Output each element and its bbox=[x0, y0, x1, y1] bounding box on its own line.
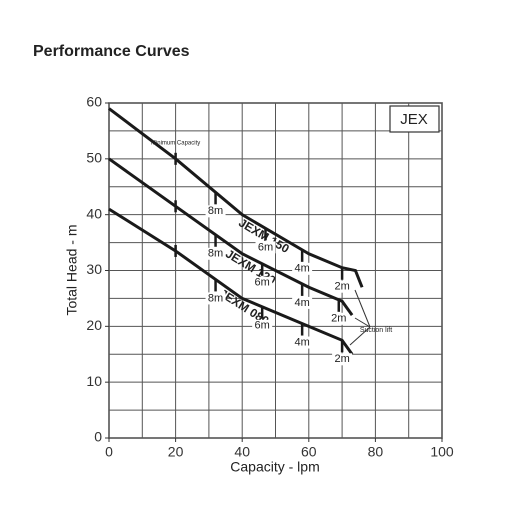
y-tick-label: 40 bbox=[86, 205, 102, 221]
model-box bbox=[389, 105, 440, 133]
lift-label-bg bbox=[292, 296, 313, 309]
lift-label-bg bbox=[332, 280, 353, 293]
x-tick-label: 40 bbox=[234, 444, 250, 460]
lift-label: 2m bbox=[331, 313, 346, 325]
y-tick-label: 20 bbox=[86, 317, 102, 333]
x-axis-label: Capacity - lpm bbox=[230, 459, 319, 475]
suction-lift-arrow bbox=[349, 326, 371, 346]
lift-label: 8m bbox=[208, 248, 223, 260]
lift-label-bg bbox=[255, 241, 276, 254]
lift-label-bg bbox=[205, 205, 226, 218]
lift-label-bg bbox=[252, 276, 273, 289]
y-tick-label: 60 bbox=[86, 94, 102, 110]
lift-label: 6m bbox=[255, 277, 270, 289]
lift-label: 8m bbox=[208, 292, 223, 304]
y-tick-label: 30 bbox=[86, 261, 102, 277]
lift-label: 8m bbox=[208, 205, 223, 217]
suction-lift-arrow bbox=[354, 289, 371, 328]
y-tick-label: 10 bbox=[86, 373, 102, 389]
lift-label: 2m bbox=[334, 281, 349, 293]
curve bbox=[108, 207, 354, 356]
x-tick-label: 20 bbox=[168, 444, 184, 460]
minimum-capacity-label: Minimum Capacity bbox=[151, 141, 200, 147]
y-tick-label: 0 bbox=[94, 429, 102, 445]
lift-label: 4m bbox=[294, 336, 309, 348]
x-tick-label: 80 bbox=[368, 444, 384, 460]
model-label: JEX bbox=[400, 111, 428, 128]
lift-label-bg bbox=[205, 247, 226, 260]
y-axis-label: Total Head - m bbox=[64, 224, 80, 315]
lift-label-bg bbox=[292, 262, 313, 275]
lift-label-bg bbox=[292, 336, 313, 349]
suction-lift-label: Suction lift bbox=[360, 327, 392, 334]
lift-label: 4m bbox=[294, 263, 309, 275]
lift-label-bg bbox=[252, 319, 273, 332]
lift-label: 6m bbox=[258, 241, 273, 253]
lift-label: 6m bbox=[255, 320, 270, 332]
x-tick-label: 60 bbox=[301, 444, 317, 460]
lift-label: 4m bbox=[294, 297, 309, 309]
lift-label-bg bbox=[332, 353, 353, 366]
lift-label: 2m bbox=[334, 353, 349, 365]
x-tick-label: 0 bbox=[105, 444, 113, 460]
chart-title: Performance Curves bbox=[33, 43, 190, 60]
lift-label-bg bbox=[205, 292, 226, 305]
lift-label-bg bbox=[328, 312, 349, 325]
x-tick-label: 100 bbox=[430, 444, 454, 460]
curve bbox=[108, 157, 354, 317]
y-tick-label: 50 bbox=[86, 150, 102, 166]
suction-lift-arrow bbox=[354, 317, 371, 328]
